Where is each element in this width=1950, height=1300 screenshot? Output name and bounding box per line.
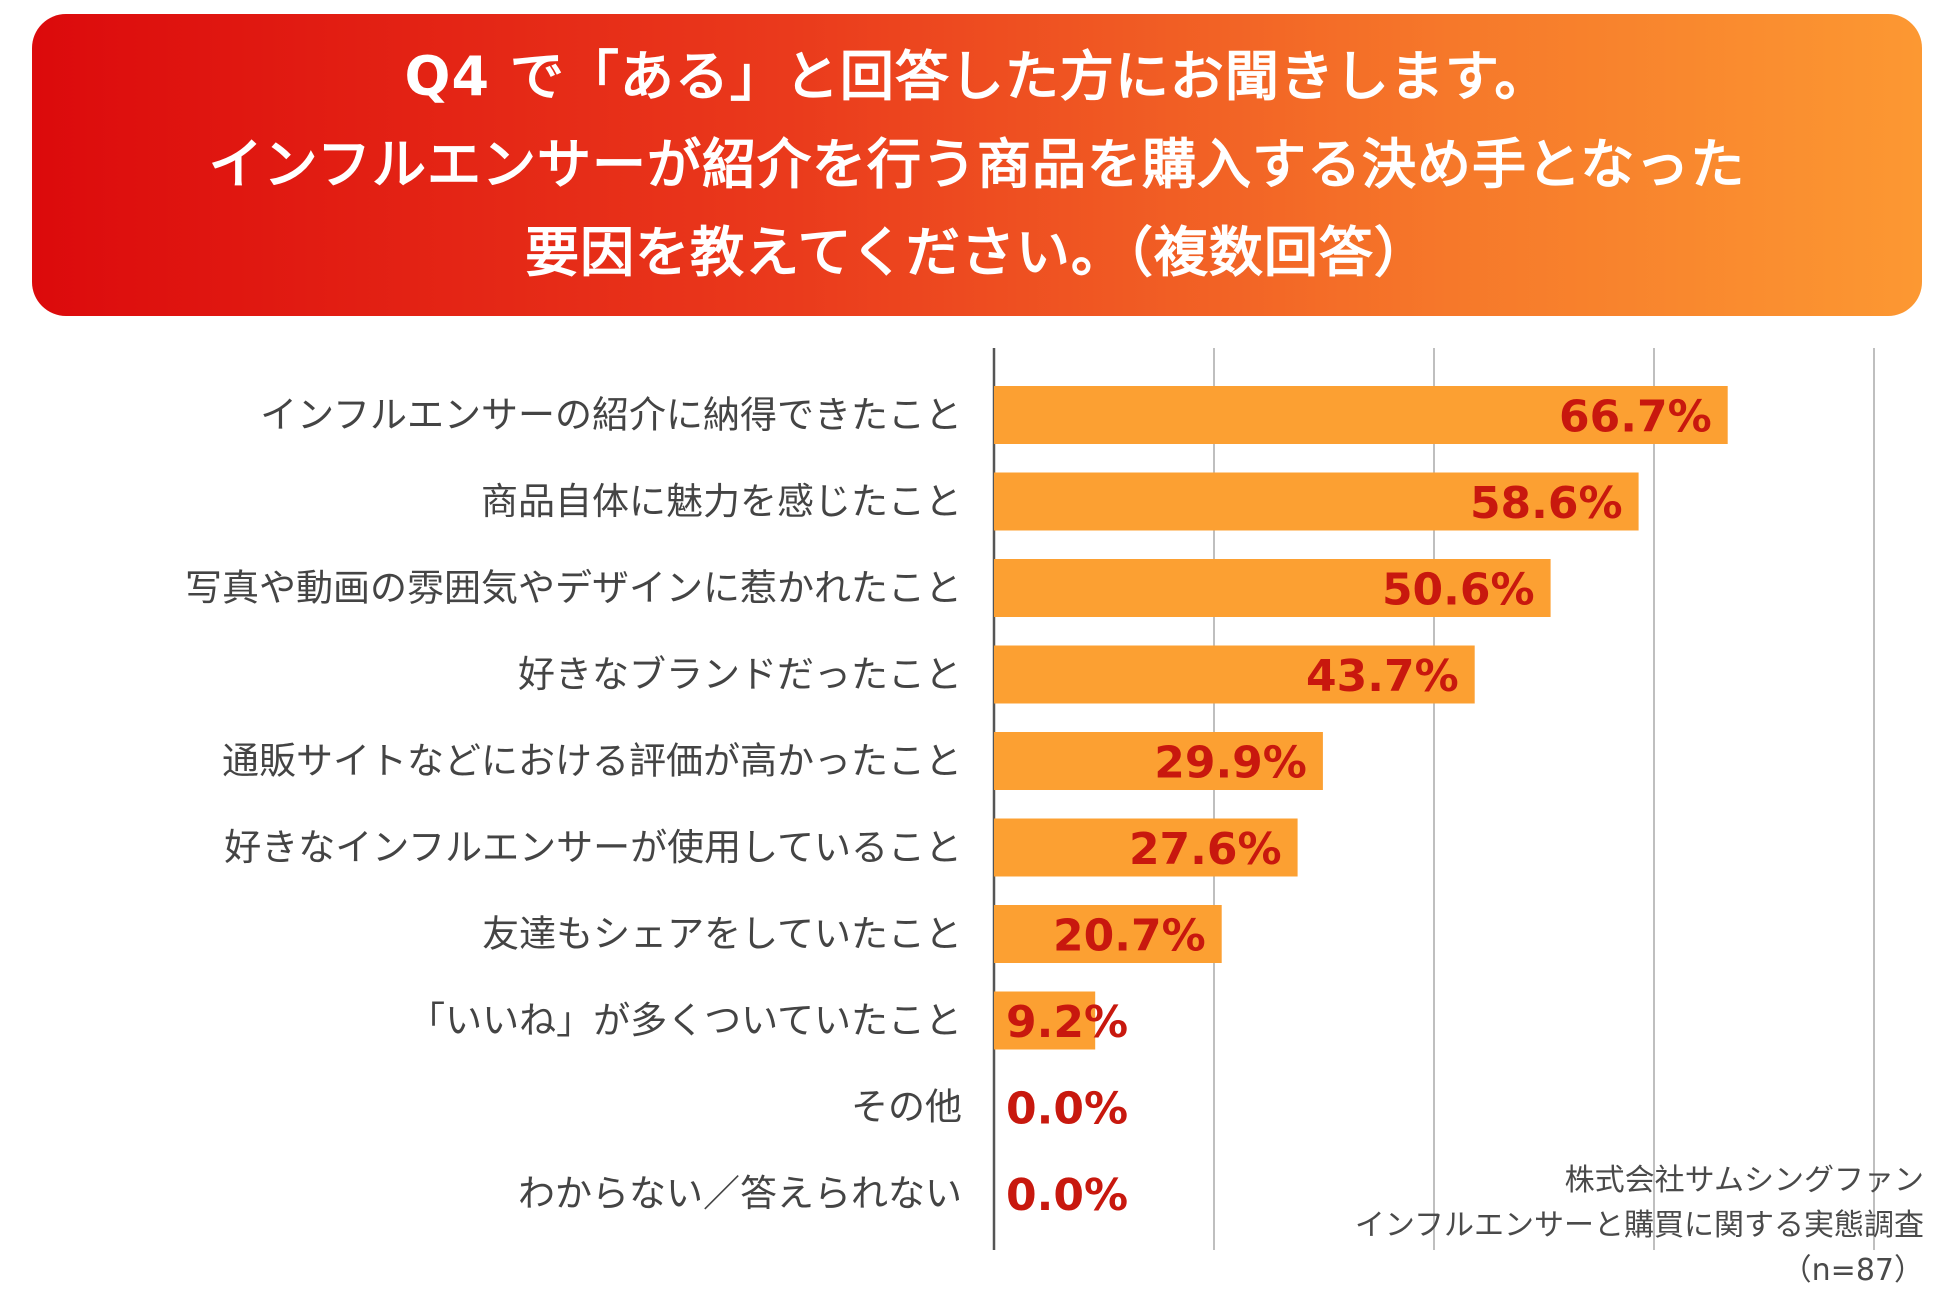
title-line-2: インフルエンサーが紹介を行う商品を購入する決め手となった: [208, 133, 1746, 196]
category-label-7: 友達もシェアをしていたこと: [482, 913, 962, 956]
value-label-9: 0.0%: [1006, 1084, 1128, 1135]
source-sample-size: （n=87）: [1781, 1253, 1924, 1288]
bar-1: [994, 386, 1728, 444]
bar-4: [994, 645, 1475, 704]
bar-7: [994, 905, 1222, 963]
title-banner: Q4 で「ある」と回答した方にお聞きします。 インフルエンサーが紹介を行う商品を…: [32, 14, 1922, 316]
source-company: 株式会社サムシングファン: [1564, 1163, 1924, 1198]
bar-5: [994, 732, 1323, 790]
value-label-1: 66.7%: [1559, 392, 1712, 443]
bar-6: [994, 818, 1298, 877]
title-line-3: 要因を教えてください。（複数回答）: [525, 221, 1429, 284]
value-label-2: 58.6%: [1470, 478, 1623, 529]
source-note: 株式会社サムシングファン インフルエンサーと購買に関する実態調査 （n=87）: [1355, 1158, 1924, 1293]
category-label-5: 通販サイトなどにおける評価が高かったこと: [222, 740, 962, 783]
value-label-5: 29.9%: [1154, 738, 1307, 789]
category-label-10: わからない／答えられない: [518, 1172, 962, 1215]
category-label-8: 「いいね」が多くついていたこと: [408, 999, 962, 1042]
source-survey: インフルエンサーと購買に関する実態調査: [1354, 1208, 1924, 1243]
category-label-1: インフルエンサーの紹介に納得できたこと: [260, 394, 962, 437]
category-label-9: その他: [851, 1086, 962, 1129]
value-label-10: 0.0%: [1006, 1170, 1128, 1221]
bar-3: [994, 559, 1551, 617]
category-label-6: 好きなインフルエンサーが使用していること: [224, 826, 962, 869]
value-label-4: 43.7%: [1306, 651, 1459, 702]
category-label-2: 商品自体に魅力を感じたこと: [481, 480, 962, 523]
value-label-7: 20.7%: [1053, 911, 1206, 962]
category-label-3: 写真や動画の雰囲気やデザインに惹かれたこと: [185, 567, 962, 610]
bar-8: [994, 991, 1096, 1050]
title-line-1: Q4 で「ある」と回答した方にお聞きします。: [404, 45, 1550, 108]
category-label-4: 好きなブランドだったこと: [518, 653, 962, 696]
bar-2: [994, 472, 1639, 531]
value-label-8: 9.2%: [1006, 997, 1128, 1048]
value-label-6: 27.6%: [1129, 824, 1282, 875]
value-label-3: 50.6%: [1382, 565, 1535, 616]
